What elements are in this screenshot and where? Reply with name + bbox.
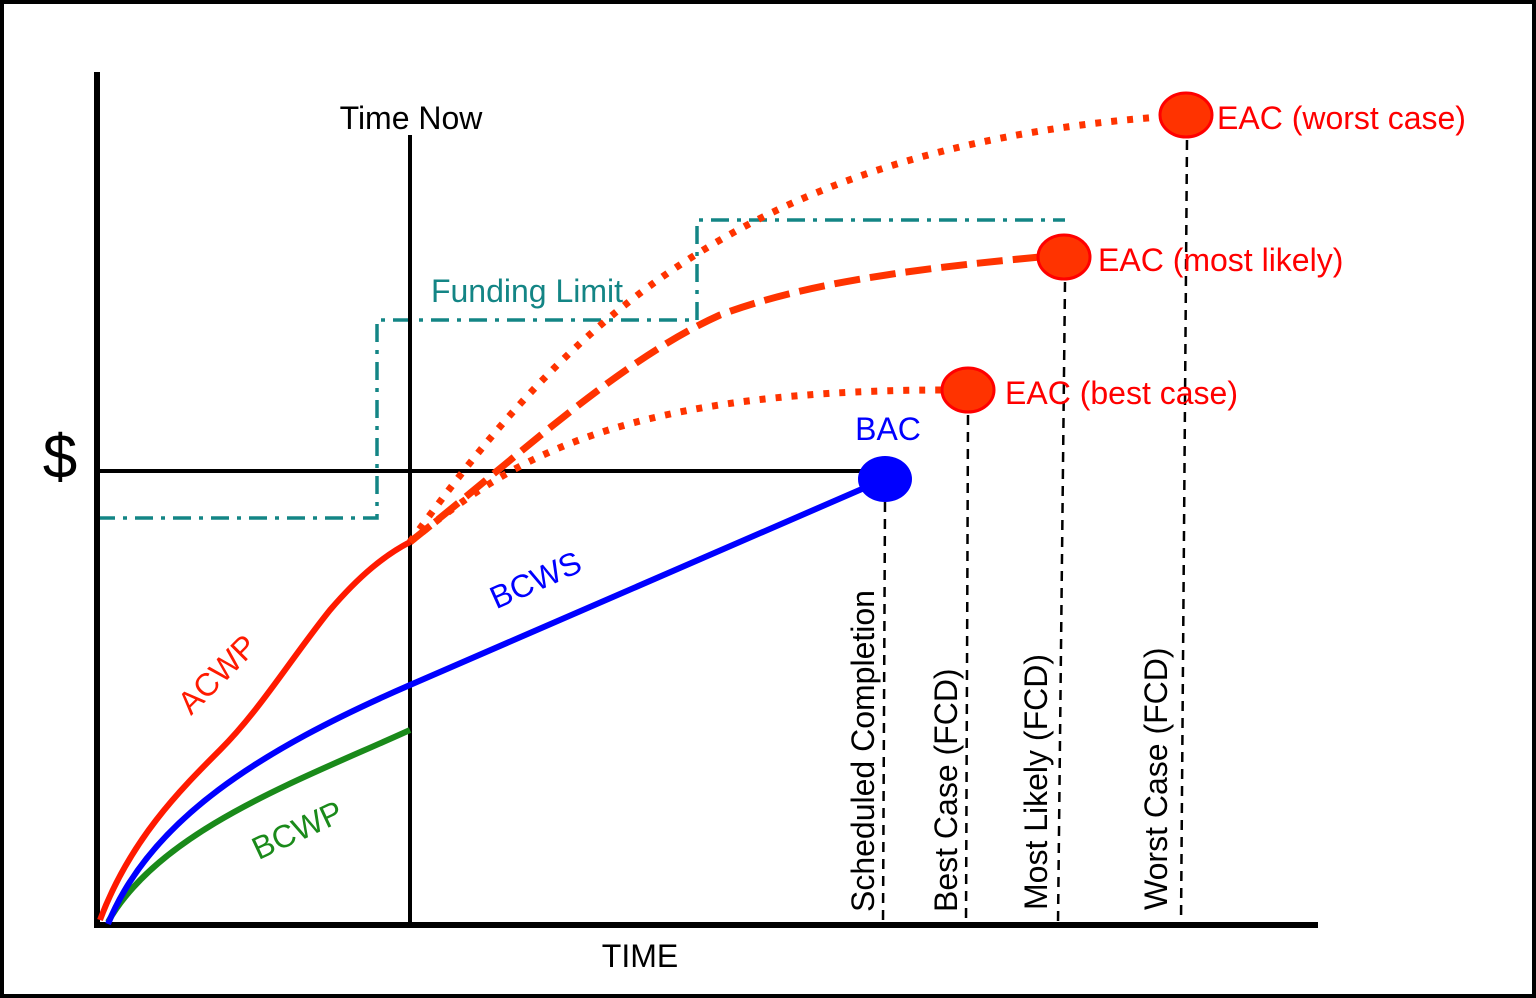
eac-worst-label: EAC (worst case) bbox=[1217, 100, 1466, 136]
funding-limit-label: Funding Limit bbox=[431, 273, 623, 309]
eac-most-likely-curve bbox=[407, 253, 1041, 545]
eac-most-likely-marker bbox=[1036, 233, 1092, 281]
eac-best-curve bbox=[407, 386, 946, 545]
eac-worst-curve bbox=[407, 113, 1161, 545]
best-case-fcd-label: Best Case (FCD) bbox=[928, 668, 964, 912]
x-axis-label: TIME bbox=[602, 938, 678, 974]
y-axis-label: $ bbox=[43, 423, 77, 492]
bac-label: BAC bbox=[855, 411, 921, 447]
eac-best-label: EAC (best case) bbox=[1005, 375, 1238, 411]
bcwp-curve bbox=[105, 727, 412, 924]
funding-limit-line bbox=[97, 218, 1065, 520]
eac-most-likely-label: EAC (most likely) bbox=[1098, 242, 1343, 278]
worst-case-fcd-label: Worst Case (FCD) bbox=[1138, 647, 1174, 910]
acwp-curve bbox=[97, 539, 412, 922]
scheduled-completion-line bbox=[881, 501, 887, 924]
eac-worst-marker bbox=[1158, 91, 1214, 139]
bac-marker bbox=[858, 456, 912, 502]
eac-best-marker bbox=[940, 366, 996, 414]
most-likely-line bbox=[1056, 281, 1067, 924]
most-likely-fcd-label: Most Likely (FCD) bbox=[1018, 654, 1054, 910]
bcws-curve bbox=[105, 476, 887, 926]
worst-case-line bbox=[1179, 139, 1189, 924]
time-now-label: Time Now bbox=[340, 100, 484, 136]
scheduled-completion-label: Scheduled Completion bbox=[845, 590, 881, 912]
